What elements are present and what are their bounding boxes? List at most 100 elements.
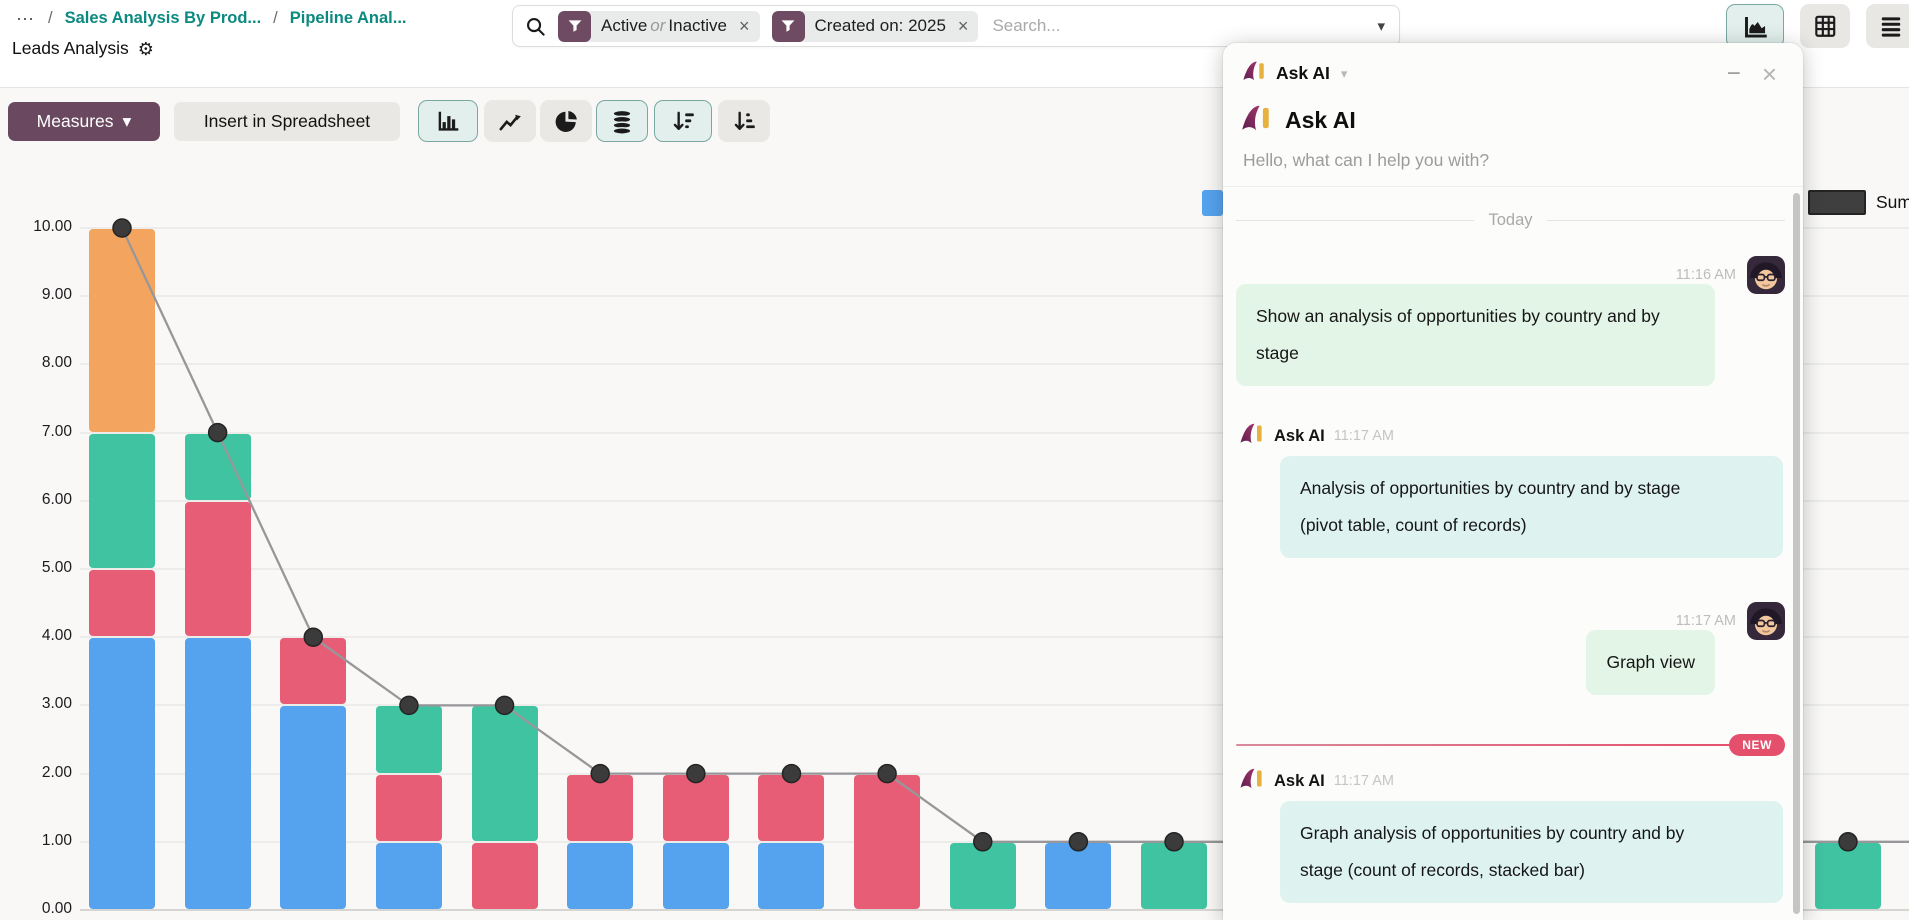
stacked-toggle-button[interactable]: [596, 100, 648, 142]
breadcrumb-menu-button[interactable]: ⋯: [16, 8, 34, 29]
caret-down-icon: ▾: [122, 111, 132, 131]
chevron-down-icon[interactable]: ▾: [1340, 65, 1348, 81]
message-author: Ask AI: [1274, 771, 1325, 790]
minimize-icon[interactable]: −: [1721, 60, 1747, 88]
bar-segment[interactable]: [1045, 842, 1112, 909]
message-timestamp: 11:17 AM: [1675, 613, 1736, 629]
breadcrumb-link-sales-analysis[interactable]: Sales Analysis By Prod...: [64, 9, 262, 27]
chat-message-user: 11:17 AM Graph view: [1236, 602, 1785, 695]
message-timestamp: 11:17 AM: [1333, 428, 1394, 444]
y-axis-tick: 9.00: [41, 286, 72, 304]
search-icon: [525, 16, 546, 37]
bar-segment[interactable]: [567, 842, 634, 909]
bar-segment[interactable]: [184, 501, 251, 637]
ask-ai-logo-icon: [1241, 58, 1267, 89]
graph-view-button[interactable]: [1726, 4, 1784, 48]
breadcrumb-separator: /: [273, 9, 278, 27]
search-dropdown-caret-icon[interactable]: ▾: [1377, 18, 1385, 35]
bar-segment[interactable]: [471, 842, 538, 909]
ask-ai-title: Ask AI: [1276, 63, 1330, 83]
bar-segment[interactable]: [89, 570, 155, 637]
chat-message-list[interactable]: Today 11:16 AM Show an analysis of oppor…: [1223, 187, 1803, 920]
bar-segment[interactable]: [89, 433, 155, 568]
stacked-icon: [612, 109, 632, 134]
legend-swatch-blue[interactable]: [1202, 190, 1223, 216]
close-icon[interactable]: ×: [1756, 59, 1783, 89]
bar-segment[interactable]: [758, 842, 825, 909]
bar-segment[interactable]: [758, 774, 825, 841]
pie-chart-button[interactable]: [540, 100, 592, 142]
ask-ai-header: Ask AI ▾ − ×: [1223, 43, 1803, 91]
bar-segment[interactable]: [184, 433, 251, 500]
sort-ascending-button[interactable]: [718, 100, 770, 142]
remove-filter-icon[interactable]: ×: [956, 17, 979, 35]
remove-filter-icon[interactable]: ×: [737, 17, 760, 35]
bar-segment[interactable]: [471, 706, 538, 841]
measures-button[interactable]: Measures ▾: [8, 102, 160, 141]
bar-segment[interactable]: [375, 774, 442, 841]
line-chart-icon: [499, 114, 521, 131]
user-avatar[interactable]: [1747, 256, 1785, 294]
chat-bubble-user: Show an analysis of opportunities by cou…: [1236, 284, 1715, 386]
chart-toolbar: Measures ▾ Insert in Spreadsheet: [0, 88, 1909, 152]
date-divider: Today: [1236, 211, 1785, 230]
y-axis-tick: 2.00: [41, 763, 72, 781]
breadcrumb: ⋯ / Sales Analysis By Prod... / Pipeline…: [14, 9, 407, 28]
chat-scrollbar[interactable]: [1793, 193, 1800, 914]
sort-descending-button[interactable]: [654, 100, 712, 142]
bar-segment[interactable]: [949, 842, 1016, 909]
breadcrumb-link-pipeline-analysis[interactable]: Pipeline Anal...: [289, 9, 407, 27]
pivot-view-button[interactable]: [1800, 4, 1850, 48]
page-title-row: Leads Analysis ⚙: [12, 38, 154, 59]
y-axis-tick: 8.00: [41, 354, 72, 372]
chat-bubble-user: Graph view: [1586, 630, 1715, 695]
breadcrumb-separator: /: [48, 9, 53, 27]
filter-pill-created-on[interactable]: Created on: 2025 ×: [771, 10, 979, 42]
message-meta: Ask AI 11:17 AM: [1238, 420, 1785, 452]
ask-ai-avatar-icon: [1238, 420, 1265, 452]
bar-segment[interactable]: [89, 229, 155, 432]
bar-segment[interactable]: [662, 774, 729, 841]
bar-segment[interactable]: [280, 706, 347, 909]
list-view-button[interactable]: [1866, 4, 1909, 48]
gear-icon[interactable]: ⚙: [137, 38, 154, 59]
insert-in-spreadsheet-button[interactable]: Insert in Spreadsheet: [174, 102, 400, 141]
bar-segment[interactable]: [375, 706, 442, 773]
y-axis-tick: 10.00: [33, 218, 72, 235]
y-axis-tick: 0.00: [41, 900, 72, 917]
bar-segment[interactable]: [1815, 842, 1881, 909]
legend-item-sum[interactable]: Sum: [1808, 190, 1909, 215]
y-axis-tick: 5.00: [41, 559, 72, 576]
new-messages-divider: NEW: [1236, 733, 1785, 757]
user-avatar[interactable]: [1747, 602, 1785, 640]
ask-ai-panel: Ask AI ▾ − × Ask AI Hello, what can I he…: [1223, 43, 1803, 920]
gridline: [80, 909, 1909, 911]
bar-segment[interactable]: [280, 638, 347, 705]
sort-ascending-icon: [734, 111, 755, 130]
y-axis-tick: 6.00: [41, 490, 72, 508]
bar-segment[interactable]: [567, 774, 634, 841]
line-chart-button[interactable]: [484, 100, 536, 142]
filter-pill-active-inactive[interactable]: Active or Inactive ×: [558, 10, 760, 42]
page-title: Leads Analysis: [12, 38, 129, 58]
filter-icon: [558, 10, 591, 42]
y-axis-tick: 4.00: [41, 627, 72, 645]
bar-segment[interactable]: [375, 842, 442, 909]
bar-segment[interactable]: [184, 638, 251, 909]
message-timestamp: 11:17 AM: [1333, 773, 1394, 789]
search-input[interactable]: [990, 15, 1364, 37]
filter-label: Active or Inactive: [601, 16, 728, 35]
bar-chart-button[interactable]: [418, 100, 478, 142]
bar-segment[interactable]: [1141, 842, 1208, 909]
sort-descending-icon: [673, 111, 694, 130]
chat-message-ai: Ask AI 11:17 AM Graph analysis of opport…: [1236, 765, 1785, 903]
greeting-subtitle: Hello, what can I help you with?: [1243, 150, 1490, 170]
bar-segment[interactable]: [89, 638, 155, 909]
y-axis-tick: 7.00: [41, 422, 72, 440]
filter-label: Created on: 2025: [814, 16, 946, 35]
bar-segment[interactable]: [662, 842, 729, 909]
pivot-table-icon: [1815, 15, 1836, 37]
bar-segment[interactable]: [854, 774, 921, 909]
